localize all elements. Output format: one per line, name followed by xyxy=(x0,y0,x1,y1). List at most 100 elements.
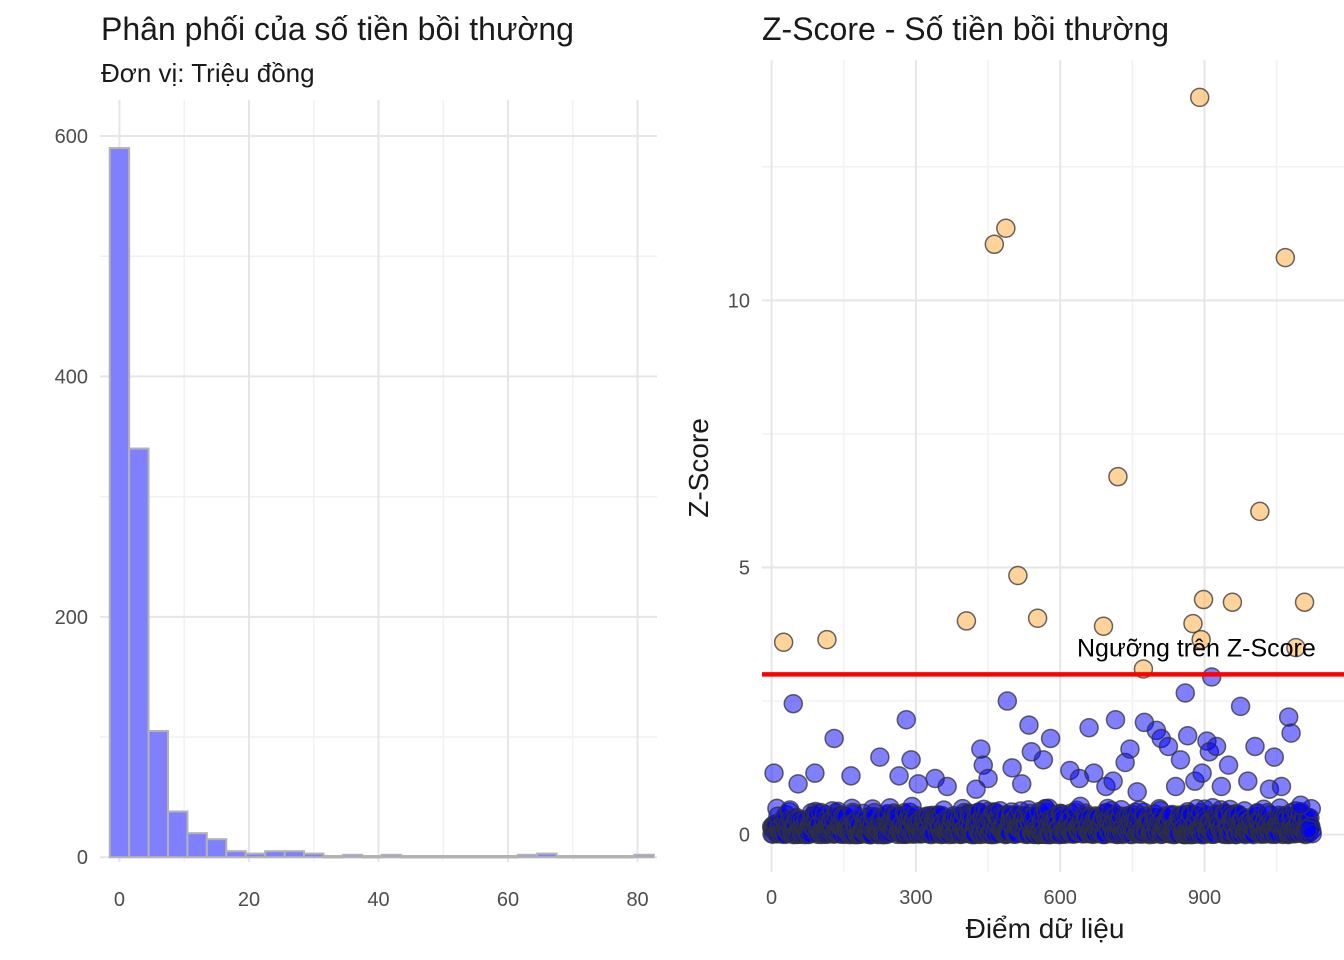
outlier-point xyxy=(956,611,977,631)
x-tick-label: 300 xyxy=(899,887,932,909)
histogram-bar xyxy=(516,853,539,859)
normal-point xyxy=(1158,736,1179,757)
outlier-point xyxy=(1191,629,1211,650)
normal-point xyxy=(841,766,861,786)
normal-point xyxy=(1019,715,1039,735)
histogram-bar xyxy=(303,852,325,859)
histogram-bar xyxy=(536,852,558,859)
histogram-y-tick-labels: 0 200 400 600 xyxy=(55,126,88,869)
normal-point xyxy=(1201,667,1222,687)
normal-point xyxy=(1175,683,1196,703)
outlier-point xyxy=(1275,247,1296,268)
histogram-bar xyxy=(322,854,344,859)
outlier-point xyxy=(996,218,1016,239)
zscore-points xyxy=(761,87,1323,845)
normal-point xyxy=(889,766,909,786)
normal-point xyxy=(908,774,929,794)
outlier-point xyxy=(1008,565,1028,586)
outlier-point xyxy=(817,629,837,650)
outlier-point xyxy=(1108,466,1128,487)
y-tick-label: 200 xyxy=(55,607,88,629)
outlier-point xyxy=(1093,616,1114,637)
normal-point xyxy=(1271,776,1292,797)
normal-point xyxy=(1218,755,1239,775)
normal-point xyxy=(1127,782,1147,802)
normal-point xyxy=(1084,763,1104,783)
outlier-point xyxy=(984,234,1005,255)
y-tick-label: 400 xyxy=(55,366,88,388)
zscore-x-axis-title: Điểm dữ liệu xyxy=(966,913,1125,944)
normal-point xyxy=(870,747,890,767)
histogram-subtitle: Đơn vị: Triệu đồng xyxy=(101,58,315,88)
y-tick-label: 0 xyxy=(739,825,750,847)
x-tick-label: 80 xyxy=(626,889,648,911)
normal-point xyxy=(1002,758,1022,778)
histogram-bar xyxy=(555,854,578,859)
histogram-bar xyxy=(128,447,150,859)
outlier-point xyxy=(773,632,794,653)
histogram-bar xyxy=(108,147,131,859)
histogram-bar xyxy=(575,854,597,859)
zscore-title: Z-Score - Số tiền bồi thường xyxy=(762,11,1169,47)
histogram-bars xyxy=(108,147,655,859)
zscore-y-axis-title: Z-Score xyxy=(683,418,714,518)
outlier-point xyxy=(1294,592,1315,612)
histogram-bar xyxy=(283,850,306,859)
histogram-bar xyxy=(361,854,383,859)
x-tick-label: 900 xyxy=(1188,887,1221,909)
histogram-bar xyxy=(341,853,364,859)
normal-point xyxy=(1290,795,1311,815)
normal-point xyxy=(1011,774,1032,794)
outlier-point xyxy=(1286,637,1306,658)
normal-point xyxy=(978,768,998,789)
normal-point xyxy=(788,774,808,794)
threshold-label: Ngưỡng trên Z-Score xyxy=(1077,634,1316,662)
histogram-bar xyxy=(380,853,403,859)
outlier-point xyxy=(1193,589,1214,610)
normal-point xyxy=(1281,723,1301,743)
normal-point xyxy=(1177,726,1198,746)
histogram-grid xyxy=(100,100,657,862)
histogram-bar xyxy=(225,850,247,859)
histogram-bar xyxy=(613,854,636,859)
outlier-point xyxy=(1027,608,1048,628)
histogram-bar xyxy=(400,854,422,859)
histogram-bar xyxy=(244,852,267,859)
outlier-point xyxy=(1183,613,1203,634)
normal-point xyxy=(805,763,825,783)
x-tick-label: 60 xyxy=(497,889,519,911)
histogram-bar xyxy=(205,838,228,859)
x-tick-label: 600 xyxy=(1044,887,1077,909)
y-tick-label: 0 xyxy=(77,847,88,869)
histogram-bar xyxy=(497,854,519,859)
normal-point xyxy=(1040,728,1061,749)
zscore-y-tick-labels: 0 5 10 xyxy=(728,290,750,846)
zscore-x-tick-labels: 0 300 600 900 xyxy=(766,887,1221,909)
y-tick-label: 5 xyxy=(739,558,750,580)
normal-point xyxy=(1278,707,1299,727)
histogram-bar xyxy=(458,854,480,859)
normal-point xyxy=(1033,750,1054,770)
normal-point xyxy=(896,710,917,730)
zscore-grid xyxy=(762,60,1344,872)
normal-point xyxy=(1230,696,1251,717)
outlier-point xyxy=(1222,592,1243,612)
y-tick-label: 600 xyxy=(55,126,88,148)
zscore-panel: Z-Score - Số tiền bồi thường 0 300 600 900 … xyxy=(683,11,1344,944)
normal-point xyxy=(1120,739,1140,759)
normal-point xyxy=(971,739,991,759)
histogram-panel: Phân phối của số tiền bồi thường Đơn vị:… xyxy=(55,11,657,911)
x-tick-label: 20 xyxy=(238,889,260,911)
histogram-bar xyxy=(186,832,208,859)
normal-point xyxy=(1192,763,1212,783)
histogram-x-tick-labels: 0 20 40 60 80 xyxy=(114,889,649,911)
normal-point xyxy=(1238,771,1258,791)
normal-point xyxy=(783,693,804,714)
y-tick-label: 10 xyxy=(728,290,750,312)
normal-point xyxy=(1264,747,1285,767)
histogram-bar xyxy=(419,854,442,859)
histogram-bar xyxy=(167,810,189,859)
normal-point xyxy=(1170,750,1191,770)
histogram-bar xyxy=(594,854,616,859)
